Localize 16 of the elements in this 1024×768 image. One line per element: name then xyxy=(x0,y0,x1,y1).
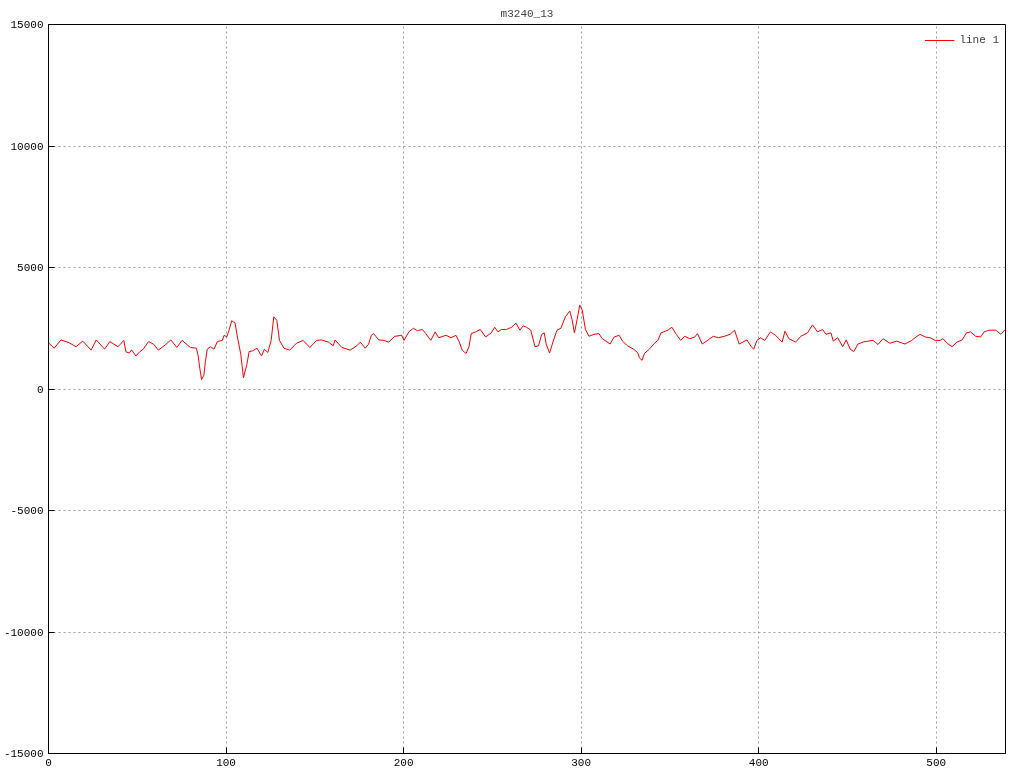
x-tick-label: 300 xyxy=(571,756,592,768)
x-tick-label: 200 xyxy=(393,756,414,768)
x-tick-label: 500 xyxy=(926,756,947,768)
x-tick-label: 100 xyxy=(216,756,236,768)
y-tick-label: 0 xyxy=(36,383,44,396)
y-tick-label: -10000 xyxy=(3,626,44,639)
y-tick-label: -5000 xyxy=(10,505,44,517)
legend-label: line 1 xyxy=(959,34,999,46)
x-tick-label: 400 xyxy=(748,756,769,768)
chart-title: m3240_13 xyxy=(500,7,554,20)
y-tick-label: 15000 xyxy=(10,19,44,31)
y-tick-label: -15000 xyxy=(3,748,44,760)
line-series xyxy=(48,304,1006,381)
y-tick-label: 5000 xyxy=(17,262,44,274)
x-tick-label: 0 xyxy=(45,756,52,768)
y-tick-label: 10000 xyxy=(10,140,44,153)
